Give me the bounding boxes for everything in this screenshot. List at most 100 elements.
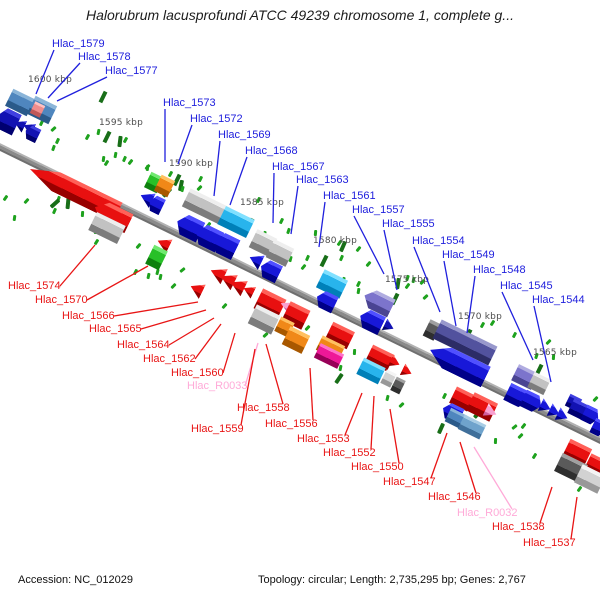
density-dot bbox=[531, 452, 538, 459]
density-dot bbox=[179, 185, 185, 193]
density-dot bbox=[167, 170, 174, 178]
density-dot bbox=[333, 372, 344, 384]
leader-line bbox=[86, 265, 149, 301]
density-dot bbox=[170, 283, 177, 290]
density-dot bbox=[516, 432, 524, 440]
gene-label[interactable]: Hlac_1557 bbox=[352, 204, 405, 216]
density-dot bbox=[365, 260, 372, 268]
gene-label[interactable]: Hlac_1579 bbox=[52, 38, 105, 50]
gene-label[interactable]: Hlac_1573 bbox=[163, 97, 216, 109]
density-dot bbox=[197, 175, 204, 183]
gene-label[interactable]: Hlac_1552 bbox=[323, 447, 376, 459]
gene-label[interactable]: Hlac_1556 bbox=[265, 418, 318, 430]
density-dot bbox=[510, 424, 518, 431]
density-dot bbox=[123, 136, 129, 144]
density-dot bbox=[54, 137, 61, 144]
accession-text: Accession: NC_012029 bbox=[18, 574, 133, 586]
leader-line bbox=[140, 309, 207, 330]
leader-line bbox=[168, 317, 215, 346]
gene-label[interactable]: Hlac_1564 bbox=[117, 339, 170, 351]
leader-line bbox=[290, 185, 299, 235]
gene-label[interactable]: Hlac_1562 bbox=[143, 353, 196, 365]
density-dot bbox=[158, 273, 163, 281]
gene-label[interactable]: Hlac_1574 bbox=[8, 280, 61, 292]
density-dot bbox=[493, 438, 497, 445]
gene-label[interactable]: Hlac_1578 bbox=[78, 51, 131, 63]
gene-label[interactable]: Hlac_R0032 bbox=[457, 507, 518, 519]
gene-arrow[interactable] bbox=[360, 286, 396, 317]
leader-line bbox=[194, 323, 222, 360]
leader-line bbox=[466, 275, 476, 334]
gene-label[interactable]: Hlac_1549 bbox=[442, 249, 495, 261]
density-dot bbox=[385, 394, 390, 402]
density-dot bbox=[50, 125, 58, 133]
density-dot bbox=[84, 133, 91, 140]
scale-label: 1565 kbp bbox=[533, 348, 578, 358]
density-dot bbox=[146, 272, 152, 280]
scale-tick bbox=[102, 130, 112, 144]
density-dot bbox=[300, 264, 307, 271]
gene-label[interactable]: Hlac_1559 bbox=[191, 423, 244, 435]
density-dot bbox=[441, 393, 448, 400]
density-dot bbox=[93, 239, 100, 246]
density-dot bbox=[80, 211, 85, 218]
density-dot bbox=[398, 402, 405, 409]
gene-label[interactable]: Hlac_R0033 bbox=[187, 380, 248, 392]
leader-line bbox=[35, 49, 55, 95]
gene-label[interactable]: Hlac_1547 bbox=[383, 476, 436, 488]
gene-arrow[interactable] bbox=[400, 363, 415, 379]
leader-line bbox=[222, 332, 236, 374]
leader-line bbox=[265, 343, 284, 405]
density-dot bbox=[2, 194, 9, 202]
gene-label[interactable]: Hlac_1537 bbox=[523, 537, 576, 549]
density-dot bbox=[313, 229, 317, 236]
density-dot bbox=[113, 152, 118, 159]
density-dot bbox=[338, 365, 343, 372]
gene-label[interactable]: Hlac_1561 bbox=[323, 190, 376, 202]
density-dot bbox=[592, 395, 599, 402]
density-dot bbox=[520, 422, 527, 429]
scale-label: 1590 kbp bbox=[169, 159, 214, 169]
leader-line bbox=[501, 291, 534, 361]
gene-label[interactable]: Hlac_1560 bbox=[171, 367, 224, 379]
density-dot bbox=[12, 215, 17, 222]
density-dot bbox=[278, 218, 284, 225]
density-dot bbox=[178, 266, 186, 273]
gene-label[interactable]: Hlac_1568 bbox=[245, 145, 298, 157]
scale-tick bbox=[98, 90, 108, 104]
gene-label[interactable]: Hlac_1544 bbox=[532, 294, 585, 306]
gene-label[interactable]: Hlac_1538 bbox=[492, 521, 545, 533]
gene-label[interactable]: Hlac_1553 bbox=[297, 433, 350, 445]
density-dot bbox=[511, 331, 518, 339]
density-dot bbox=[127, 158, 134, 166]
gene-label[interactable]: Hlac_1563 bbox=[296, 174, 349, 186]
leader-line bbox=[389, 408, 400, 464]
gene-label[interactable]: Hlac_1570 bbox=[35, 294, 88, 306]
gene-label[interactable]: Hlac_1546 bbox=[428, 491, 481, 503]
leader-line bbox=[59, 244, 96, 287]
leader-line bbox=[570, 496, 578, 540]
density-dot bbox=[421, 293, 429, 300]
density-dot bbox=[122, 155, 128, 163]
gene-label[interactable]: Hlac_1558 bbox=[237, 402, 290, 414]
gene-label[interactable]: Hlac_1566 bbox=[62, 310, 115, 322]
density-dot bbox=[96, 128, 101, 135]
gene-label[interactable]: Hlac_1548 bbox=[473, 264, 526, 276]
gene-label[interactable]: Hlac_1569 bbox=[218, 129, 271, 141]
density-dot bbox=[22, 197, 30, 205]
leader-line bbox=[113, 301, 199, 317]
gene-label[interactable]: Hlac_1554 bbox=[412, 235, 465, 247]
gene-arrow[interactable] bbox=[187, 279, 206, 299]
gene-label[interactable]: Hlac_1545 bbox=[500, 280, 553, 292]
density-dot bbox=[436, 422, 445, 435]
gene-label[interactable]: Hlac_1567 bbox=[272, 161, 325, 173]
gene-label[interactable]: Hlac_1577 bbox=[105, 65, 158, 77]
leader-line bbox=[309, 367, 314, 421]
gene-label[interactable]: Hlac_1555 bbox=[382, 218, 435, 230]
density-dot bbox=[480, 321, 486, 329]
gene-label[interactable]: Hlac_1550 bbox=[351, 461, 404, 473]
gene-label[interactable]: Hlac_1572 bbox=[190, 113, 243, 125]
scale-label: 1600 kbp bbox=[28, 75, 73, 85]
gene-label[interactable]: Hlac_1565 bbox=[89, 323, 142, 335]
scale-label: 1585 kbp bbox=[240, 198, 285, 208]
